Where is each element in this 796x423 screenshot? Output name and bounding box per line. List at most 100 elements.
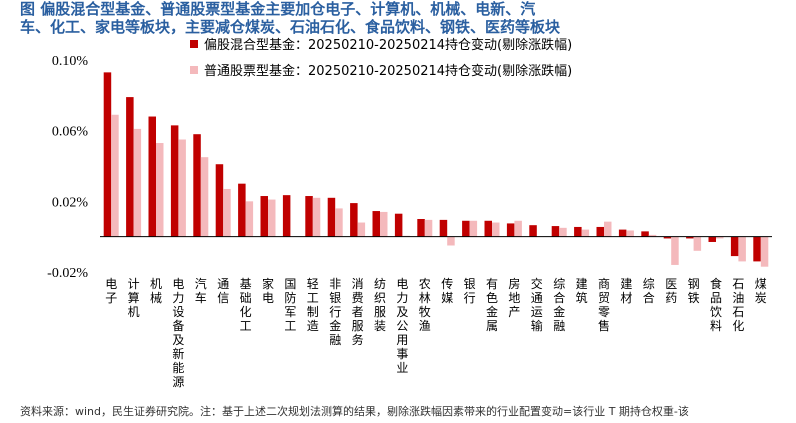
legend-swatch-series1	[190, 40, 198, 48]
bar-series2	[424, 219, 433, 237]
bar-series1	[103, 72, 112, 237]
bar-series1	[170, 125, 179, 237]
bar-series2	[604, 221, 612, 237]
bar-series2	[133, 128, 142, 237]
y-tick-label: -0.02%	[47, 266, 88, 281]
bar-series2	[447, 236, 455, 246]
bar-series1	[126, 97, 134, 237]
x-tick-label: 家电	[262, 276, 274, 305]
x-tick-label: 有色金属	[486, 277, 498, 333]
bar-series2	[200, 157, 209, 237]
bar-series1	[686, 236, 694, 239]
bar-series2	[380, 211, 388, 237]
bar-series2	[581, 229, 590, 237]
bar-series1	[282, 195, 291, 237]
bar-series2	[357, 222, 366, 237]
bar-series1	[350, 203, 358, 237]
bar-series2	[648, 234, 657, 237]
chart-header: 图 偏股混合型基金、普通股票型基金主要加仓电子、计算机、机械、电新、汽 车、化工…	[20, 0, 790, 36]
x-tick-label: 电力及公用事业	[396, 277, 408, 375]
bar-series2	[111, 114, 119, 237]
bar-series2	[268, 199, 276, 237]
bars	[103, 72, 769, 267]
bar-series2	[738, 236, 746, 262]
x-tick-label: 医药	[665, 277, 677, 305]
bar-series2	[760, 236, 769, 267]
bar-series1	[394, 213, 403, 237]
x-tick-label: 房地产	[508, 276, 520, 319]
y-tick-label: 0.02%	[52, 195, 89, 210]
bar-series2	[492, 222, 500, 237]
legend-swatch-series2	[190, 66, 198, 74]
header-line-1: 图 偏股混合型基金、普通股票型基金主要加仓电子、计算机、机械、电新、汽	[20, 0, 536, 18]
y-tick-label: 0.10%	[52, 54, 89, 69]
x-tick-label: 建筑	[576, 277, 588, 305]
x-tick-label: 基础化工	[240, 277, 252, 333]
bar-series2	[559, 227, 567, 237]
bar-series1	[618, 229, 627, 237]
bar-series1	[753, 236, 761, 262]
bar-series2	[178, 139, 186, 237]
x-tick-label: 计算机	[128, 277, 140, 319]
bar-series2	[671, 236, 679, 265]
y-tick-label: 0.06%	[52, 125, 89, 140]
bar-series2	[514, 220, 522, 237]
bar-series1	[506, 223, 515, 237]
bar-series1	[305, 196, 313, 237]
bar-series1	[193, 134, 201, 237]
bar-series1	[238, 183, 246, 237]
bar-series1	[663, 236, 672, 239]
x-tick-label: 通信	[217, 277, 229, 305]
bar-series1	[730, 236, 739, 257]
source-note: 资料来源：wind，民生证券研究院。注：基于上述二次规划法测算的结果，剔除涨跌幅…	[20, 405, 689, 418]
legend-label-series2: 普通股票型基金：20250210-20250214持仓变动(剔除涨跌幅)	[204, 63, 572, 79]
bar-series2	[156, 143, 164, 237]
x-tick-label: 消费者服务	[352, 277, 364, 347]
x-tick-label: 石油石化	[732, 277, 744, 333]
x-tick-label: 建材	[620, 277, 632, 305]
bar-series2	[469, 220, 478, 237]
bar-series2	[335, 208, 343, 237]
x-tick-label: 综合	[643, 277, 655, 305]
x-tick-label: 综合金融	[553, 277, 565, 333]
bar-series2	[693, 236, 702, 251]
x-tick-label: 钢铁	[688, 277, 700, 305]
bar-series1	[574, 226, 582, 237]
bar-series1	[551, 226, 560, 237]
x-tick-label: 煤炭	[755, 277, 767, 305]
x-tick-label: 汽车	[195, 276, 207, 305]
bar-series1	[372, 211, 380, 237]
bar-series2	[716, 236, 724, 239]
bar-series1	[439, 219, 448, 237]
x-tick-label: 农林牧渔	[419, 277, 431, 333]
bar-series1	[529, 225, 537, 237]
x-tick-label: 商贸零售	[598, 276, 610, 333]
legend-label-series1: 偏股混合型基金：20250210-20250214持仓变动(剔除涨跌幅)	[204, 37, 572, 53]
bar-series1	[641, 231, 649, 237]
x-tick-label: 传媒	[441, 276, 453, 305]
bar-series1	[417, 219, 425, 237]
x-tick-label: 电力设备及新能源	[172, 277, 184, 389]
bar-series2	[626, 230, 634, 237]
legend: 偏股混合型基金：20250210-20250214持仓变动(剔除涨跌幅) 普通股…	[190, 37, 572, 79]
bar-series2	[312, 197, 321, 237]
bar-series1	[327, 197, 336, 237]
x-tick-label: 银行	[464, 277, 476, 305]
bar-series1	[596, 226, 604, 237]
bar-series1	[708, 236, 716, 242]
bar-series2	[245, 201, 254, 237]
bar-series1	[148, 116, 156, 237]
x-tick-label: 电子	[105, 277, 117, 305]
x-tick-label: 国防军工	[284, 277, 296, 333]
x-tick-label: 交通运输	[531, 276, 543, 333]
x-tick-label: 非银行金融	[329, 277, 341, 347]
bar-series2	[223, 188, 231, 237]
x-tick-label: 轻工制造	[307, 277, 319, 333]
x-tick-label: 纺织服装	[374, 277, 386, 333]
x-axis-labels: 电子计算机机械电力设备及新能源汽车通信基础化工家电国防军工轻工制造非银行金融消费…	[105, 276, 767, 389]
y-axis: 0.10% 0.06% 0.02% -0.02%	[47, 54, 88, 281]
bar-series1	[215, 164, 224, 237]
header-line-2: 车、化工、家电等板块，主要减仓煤炭、石油石化、食品饮料、钢铁、医药等板块	[20, 18, 561, 36]
bar-series1	[462, 220, 470, 237]
